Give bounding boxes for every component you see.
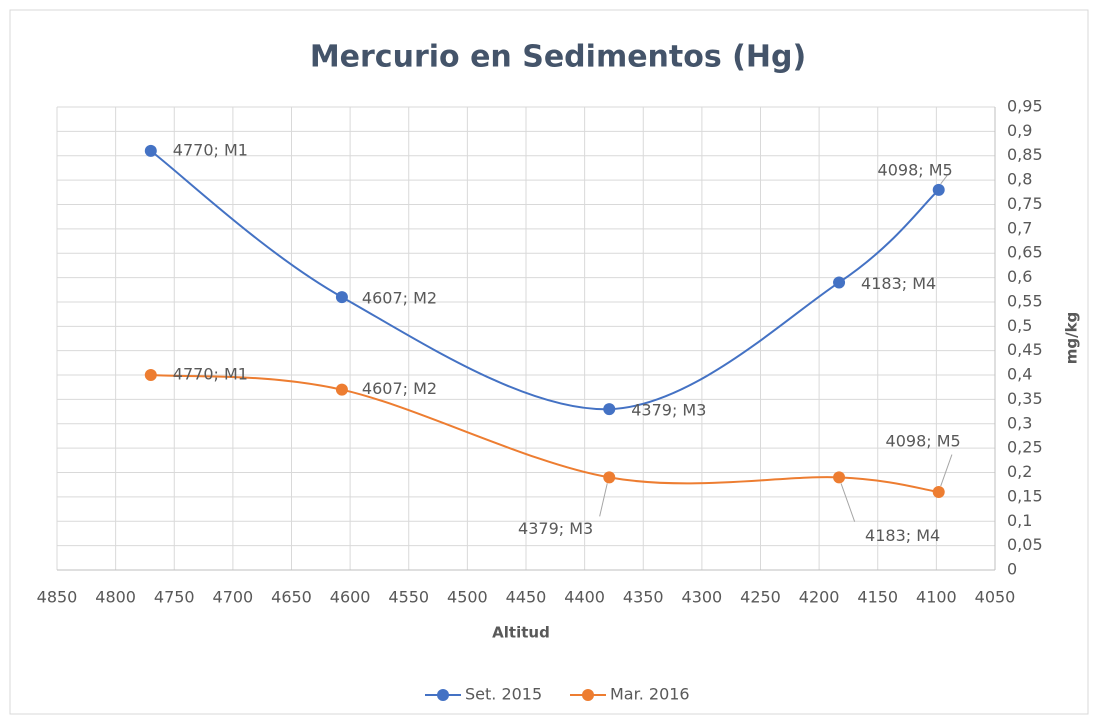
leader-line bbox=[840, 483, 856, 522]
y-tick-label: 0,5 bbox=[1007, 316, 1032, 335]
x-tick-label: 4550 bbox=[388, 588, 429, 607]
y-tick-label: 0,55 bbox=[1007, 291, 1043, 310]
y-axis-title: mg/kg bbox=[1063, 312, 1081, 365]
x-tick-label: 4700 bbox=[213, 588, 254, 607]
data-label: 4098; M5 bbox=[886, 432, 961, 451]
data-label: 4607; M2 bbox=[362, 379, 437, 398]
x-tick-label: 4500 bbox=[447, 588, 488, 607]
x-tick-label: 4100 bbox=[916, 588, 957, 607]
legend-marker bbox=[437, 689, 449, 701]
y-tick-label: 0,85 bbox=[1007, 145, 1043, 164]
data-label: 4183; M4 bbox=[865, 526, 940, 545]
x-tick-label: 4600 bbox=[330, 588, 371, 607]
y-tick-label: 0,95 bbox=[1007, 97, 1043, 116]
y-tick-label: 0,25 bbox=[1007, 438, 1043, 457]
y-tick-label: 0,6 bbox=[1007, 267, 1032, 286]
x-axis-title: Altitud bbox=[492, 624, 550, 642]
legend-marker bbox=[582, 689, 594, 701]
x-tick-label: 4750 bbox=[154, 588, 195, 607]
y-tick-label: 0,4 bbox=[1007, 365, 1032, 384]
data-label: 4379; M3 bbox=[518, 519, 593, 538]
x-tick-label: 4250 bbox=[740, 588, 781, 607]
data-point bbox=[335, 383, 348, 396]
y-tick-label: 0,45 bbox=[1007, 340, 1043, 359]
data-label: 4607; M2 bbox=[362, 289, 437, 308]
chart-border bbox=[9, 9, 1089, 715]
y-tick-label: 0,1 bbox=[1007, 511, 1032, 530]
data-label: 4770; M1 bbox=[173, 365, 248, 384]
y-tick-label: 0,35 bbox=[1007, 389, 1043, 408]
data-point bbox=[144, 369, 157, 382]
chart-title: Mercurio en Sedimentos (Hg) bbox=[310, 40, 806, 75]
y-tick-label: 0,75 bbox=[1007, 194, 1043, 213]
leader-line bbox=[599, 483, 608, 517]
data-point bbox=[932, 486, 945, 499]
x-tick-label: 4350 bbox=[623, 588, 664, 607]
x-tick-label: 4050 bbox=[975, 588, 1016, 607]
legend-label: Mar. 2016 bbox=[610, 685, 690, 704]
y-tick-label: 0,8 bbox=[1007, 170, 1032, 189]
data-label: 4183; M4 bbox=[861, 274, 936, 293]
x-tick-label: 4300 bbox=[682, 588, 723, 607]
y-tick-label: 0,7 bbox=[1007, 218, 1032, 237]
x-tick-label: 4200 bbox=[799, 588, 840, 607]
x-tick-label: 4850 bbox=[37, 588, 78, 607]
data-point bbox=[603, 471, 616, 484]
leader-line bbox=[940, 454, 953, 487]
y-tick-label: 0,15 bbox=[1007, 486, 1043, 505]
series-line bbox=[150, 374, 939, 494]
y-tick-label: 0,05 bbox=[1007, 535, 1043, 554]
x-tick-label: 4650 bbox=[271, 588, 312, 607]
data-label: 4770; M1 bbox=[173, 140, 248, 159]
data-point bbox=[603, 403, 616, 416]
data-label: 4098; M5 bbox=[878, 160, 953, 179]
y-tick-label: 0,3 bbox=[1007, 413, 1032, 432]
x-tick-label: 4150 bbox=[857, 588, 898, 607]
data-point bbox=[335, 291, 348, 304]
series-line bbox=[150, 150, 940, 411]
y-tick-label: 0,2 bbox=[1007, 462, 1032, 481]
legend-label: Set. 2015 bbox=[465, 685, 542, 704]
x-tick-label: 4800 bbox=[95, 588, 136, 607]
data-point bbox=[833, 276, 846, 289]
data-point bbox=[932, 183, 945, 196]
x-tick-label: 4450 bbox=[506, 588, 547, 607]
y-tick-label: 0,9 bbox=[1007, 121, 1032, 140]
data-point bbox=[144, 144, 157, 157]
data-label: 4379; M3 bbox=[631, 401, 706, 420]
y-tick-label: 0 bbox=[1007, 560, 1017, 579]
y-tick-label: 0,65 bbox=[1007, 243, 1043, 262]
x-tick-label: 4400 bbox=[564, 588, 605, 607]
leader-line bbox=[940, 175, 948, 185]
data-point bbox=[833, 471, 846, 484]
